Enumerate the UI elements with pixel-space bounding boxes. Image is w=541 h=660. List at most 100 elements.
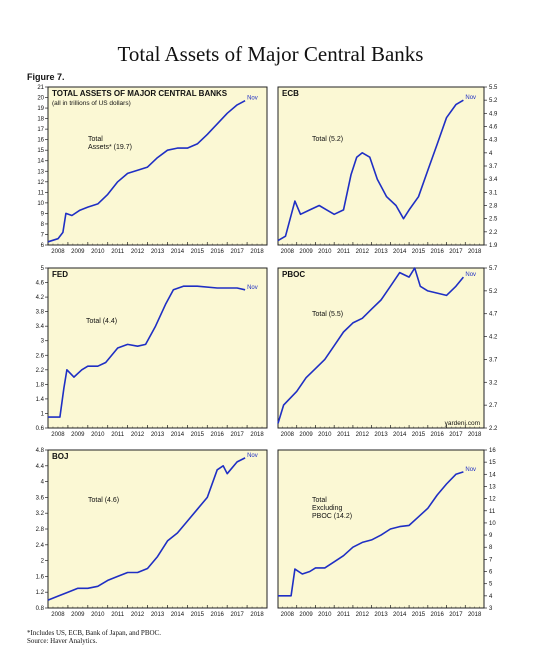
x-tick-label: 2016 bbox=[431, 432, 445, 438]
footnote-includes: *Includes US, ECB, Bank of Japan, and PB… bbox=[27, 629, 161, 637]
y-tick-label: 2.8 bbox=[36, 527, 45, 533]
y-tick-label: 1.9 bbox=[489, 243, 498, 249]
panel-title: BOJ bbox=[52, 452, 68, 461]
x-tick-label: 2010 bbox=[91, 612, 105, 618]
x-tick-label: 2009 bbox=[71, 432, 85, 438]
x-tick-label: 2018 bbox=[250, 432, 264, 438]
watermark: yardeni.com bbox=[445, 420, 480, 427]
series-line bbox=[277, 99, 464, 242]
y-tick-label: 8 bbox=[41, 222, 45, 228]
y-tick-label: 15 bbox=[37, 148, 44, 154]
end-label: Nov bbox=[247, 285, 258, 291]
y-tick-label: 3.1 bbox=[489, 190, 498, 196]
y-tick-label: 5.7 bbox=[489, 266, 498, 272]
annotation: Total (5.5) bbox=[312, 311, 343, 318]
x-tick-label: 2017 bbox=[449, 432, 463, 438]
series-line bbox=[278, 471, 464, 597]
y-tick-label: 5 bbox=[489, 582, 493, 588]
y-tick-label: 10 bbox=[489, 521, 496, 527]
x-tick-label: 2017 bbox=[449, 249, 463, 255]
x-tick-label: 2018 bbox=[468, 249, 482, 255]
x-tick-label: 2009 bbox=[71, 612, 85, 618]
x-tick-label: 2015 bbox=[412, 612, 426, 618]
y-tick-label: 1 bbox=[41, 411, 45, 417]
y-tick-label: 2.5 bbox=[489, 217, 498, 223]
panel-1 bbox=[277, 86, 485, 246]
panel-0 bbox=[47, 86, 268, 246]
x-tick-label: 2011 bbox=[111, 249, 125, 255]
panel-title: PBOC bbox=[282, 270, 305, 279]
x-tick-label: 2012 bbox=[356, 432, 370, 438]
x-tick-label: 2008 bbox=[281, 249, 295, 255]
x-tick-label: 2011 bbox=[111, 612, 125, 618]
y-tick-label: 3.8 bbox=[36, 310, 45, 316]
y-tick-label: 4.6 bbox=[36, 281, 45, 287]
y-tick-label: 2.6 bbox=[36, 353, 45, 359]
annotation: Excluding bbox=[312, 505, 342, 512]
panel-4 bbox=[47, 449, 268, 609]
y-tick-label: 4 bbox=[41, 480, 45, 486]
y-tick-label: 4.4 bbox=[36, 464, 45, 470]
footnote-source: Source: Haver Analytics. bbox=[27, 637, 98, 645]
x-tick-label: 2013 bbox=[374, 249, 388, 255]
y-tick-label: 13 bbox=[489, 484, 496, 490]
y-tick-label: 6 bbox=[41, 243, 45, 249]
x-tick-label: 2018 bbox=[468, 612, 482, 618]
y-tick-label: 2.2 bbox=[36, 368, 45, 374]
end-label: Nov bbox=[465, 272, 476, 278]
x-tick-label: 2009 bbox=[299, 432, 313, 438]
y-tick-label: 14 bbox=[489, 472, 496, 478]
y-tick-label: 21 bbox=[37, 85, 44, 91]
annotation: Total bbox=[88, 136, 103, 143]
footnote: *Includes US, ECB, Bank of Japan, and PB… bbox=[27, 629, 161, 645]
series-line bbox=[47, 99, 246, 243]
x-tick-label: 2014 bbox=[171, 249, 185, 255]
y-tick-label: 7 bbox=[489, 557, 493, 563]
y-tick-label: 4.7 bbox=[489, 312, 498, 318]
annotation: PBOC (14.2) bbox=[312, 513, 352, 520]
panel-title: TOTAL ASSETS OF MAJOR CENTRAL BANKS bbox=[52, 89, 228, 98]
y-tick-label: 16 bbox=[489, 448, 496, 454]
x-tick-label: 2015 bbox=[412, 432, 426, 438]
x-tick-label: 2015 bbox=[412, 249, 426, 255]
x-tick-label: 2017 bbox=[230, 432, 244, 438]
x-tick-label: 2011 bbox=[337, 432, 351, 438]
y-tick-label: 0.6 bbox=[36, 426, 45, 432]
y-tick-label: 1.4 bbox=[36, 397, 45, 403]
y-tick-label: 3 bbox=[41, 339, 45, 345]
annotation: Total bbox=[312, 497, 327, 504]
x-tick-label: 2015 bbox=[191, 432, 205, 438]
y-tick-label: 1.6 bbox=[36, 574, 45, 580]
y-tick-label: 18 bbox=[37, 117, 44, 123]
y-tick-label: 7 bbox=[41, 232, 45, 238]
y-tick-label: 3.2 bbox=[489, 380, 498, 386]
x-tick-label: 2013 bbox=[151, 432, 165, 438]
y-tick-label: 3.7 bbox=[489, 357, 498, 363]
series-line bbox=[277, 267, 465, 424]
y-tick-label: 1.2 bbox=[36, 590, 45, 596]
x-tick-label: 2012 bbox=[356, 249, 370, 255]
y-tick-label: 3.6 bbox=[36, 495, 45, 501]
y-tick-label: 14 bbox=[37, 159, 44, 165]
x-tick-label: 2010 bbox=[318, 432, 332, 438]
x-tick-label: 2008 bbox=[51, 432, 65, 438]
x-tick-label: 2016 bbox=[211, 432, 225, 438]
x-tick-label: 2010 bbox=[318, 612, 332, 618]
panel-title: ECB bbox=[282, 89, 299, 98]
y-tick-label: 4.2 bbox=[36, 295, 45, 301]
x-tick-label: 2008 bbox=[281, 432, 295, 438]
y-tick-label: 0.8 bbox=[36, 606, 45, 612]
y-tick-label: 1.8 bbox=[36, 382, 45, 388]
y-tick-label: 2.4 bbox=[36, 543, 45, 549]
x-tick-label: 2017 bbox=[230, 249, 244, 255]
end-label: Nov bbox=[465, 95, 476, 101]
y-tick-label: 3.2 bbox=[36, 511, 45, 517]
y-tick-label: 4 bbox=[489, 594, 493, 600]
x-tick-label: 2012 bbox=[131, 432, 145, 438]
y-tick-label: 6 bbox=[489, 570, 493, 576]
x-tick-label: 2013 bbox=[151, 249, 165, 255]
y-tick-label: 9 bbox=[41, 211, 45, 217]
y-tick-label: 5 bbox=[41, 266, 45, 272]
end-label: Nov bbox=[465, 467, 476, 473]
x-tick-label: 2008 bbox=[51, 249, 65, 255]
